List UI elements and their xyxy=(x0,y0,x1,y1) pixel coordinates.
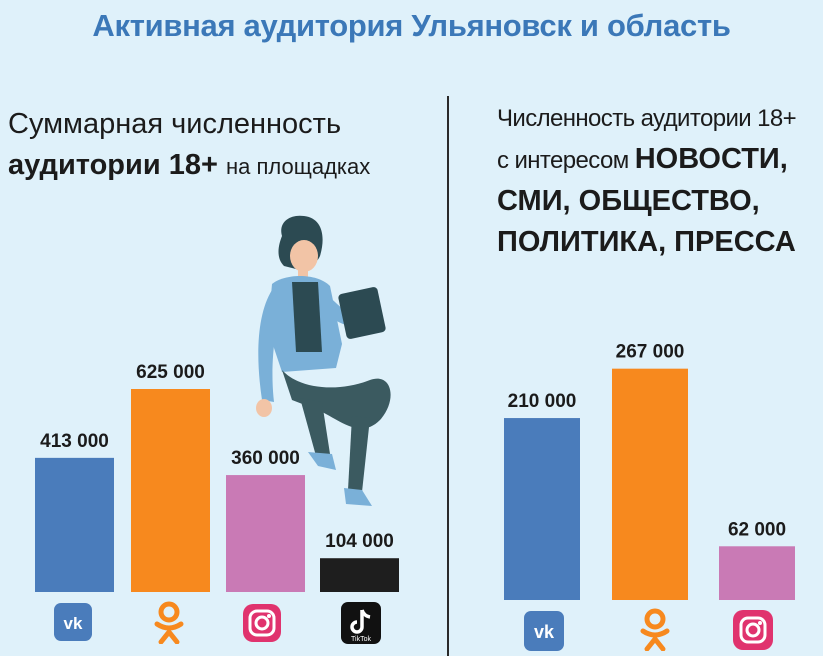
bar-ok xyxy=(612,368,688,600)
instagram-icon xyxy=(242,603,282,643)
tiktok-icon-label: TikTok xyxy=(351,636,371,643)
left-heading-rest: на площадках xyxy=(226,154,371,179)
bar-instagram xyxy=(226,475,305,592)
bar-vk xyxy=(504,418,580,600)
bar-ok xyxy=(131,389,210,592)
bar-vk xyxy=(35,457,114,592)
bar-instagram xyxy=(719,546,795,600)
bar-value-label: 360 000 xyxy=(231,448,300,469)
woman-with-tablet-illustration xyxy=(256,215,391,506)
bar-value-label: 413 000 xyxy=(40,431,109,452)
instagram-icon xyxy=(732,609,774,651)
right-heading-line1: Численность аудитории 18+ xyxy=(497,105,797,132)
left-heading-line1: Суммарная численность xyxy=(8,108,342,140)
bar-value-label: 62 000 xyxy=(728,519,786,540)
bar-value-label: 267 000 xyxy=(616,342,685,363)
ok-icon xyxy=(151,600,187,645)
right-heading-line4: ПОЛИТИКА, ПРЕССА xyxy=(497,226,796,258)
right-chart-heading: Численность аудитории 18+ с интересом НО… xyxy=(497,98,817,263)
bar-value-label: 625 000 xyxy=(136,362,205,383)
left-heading-bold: аудитории 18+ xyxy=(8,149,218,181)
svg-text:vk: vk xyxy=(64,614,83,633)
bar-tiktok xyxy=(320,558,399,592)
panel-divider xyxy=(447,96,449,656)
left-chart-heading: Суммарная численность аудитории 18+ на п… xyxy=(8,104,370,187)
ok-icon xyxy=(637,607,673,652)
vk-icon: vk xyxy=(524,611,564,651)
page-title: Активная аудитория Ульяновск и область xyxy=(92,8,731,43)
right-heading-line2-bold: НОВОСТИ, xyxy=(634,143,788,175)
tiktok-icon: TikTok xyxy=(341,602,381,644)
bar-value-label: 104 000 xyxy=(325,531,394,552)
right-heading-line2-normal: с интересом xyxy=(497,147,629,174)
bar-value-label: 210 000 xyxy=(508,391,577,412)
vk-icon: vk xyxy=(54,603,92,641)
svg-text:vk: vk xyxy=(534,622,555,642)
right-heading-line3: СМИ, ОБЩЕСТВО, xyxy=(497,185,760,217)
